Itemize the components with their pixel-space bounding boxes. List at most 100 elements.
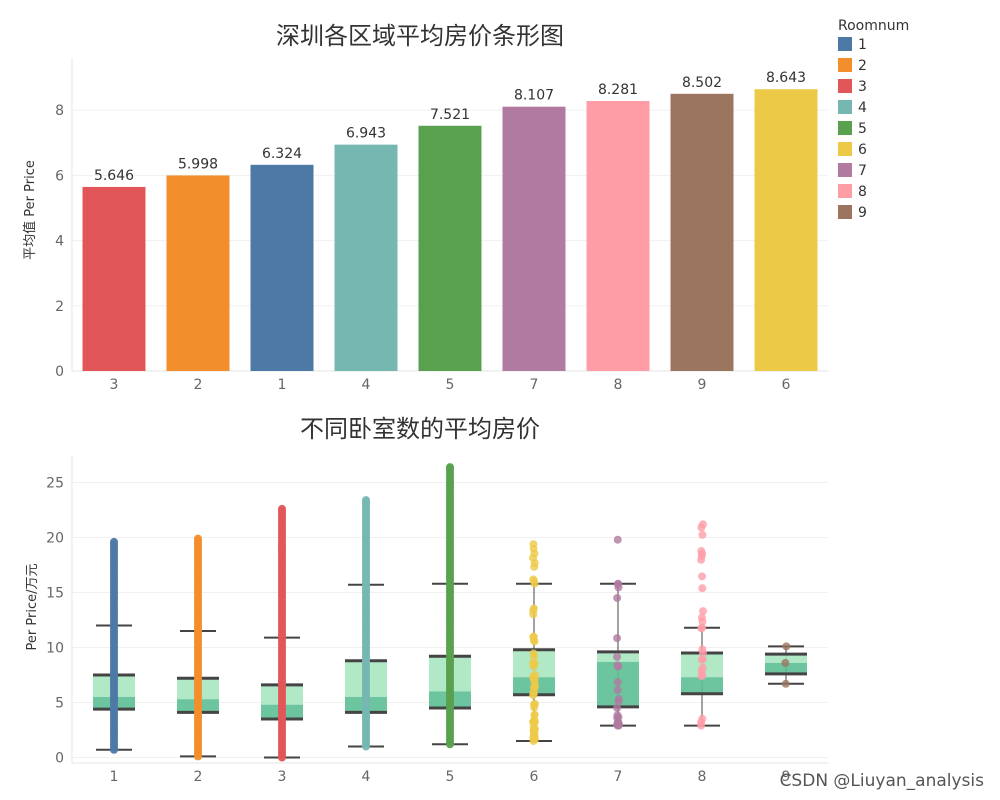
box-point-6 [529, 553, 538, 562]
box-point-7 [613, 686, 622, 695]
box-point-6 [529, 691, 538, 700]
box-point-1 [110, 537, 118, 546]
legend-label-8: 8 [858, 184, 867, 200]
box-point-9 [781, 679, 790, 688]
box-point-9 [781, 658, 790, 667]
box-point-7 [613, 535, 622, 544]
bar-y-tick-label: 4 [55, 234, 64, 250]
box-point-8 [698, 623, 707, 632]
bar-x-tick-label: 7 [530, 377, 539, 393]
legend-label-2: 2 [858, 58, 867, 74]
legend-swatch-2 [838, 58, 852, 72]
box-point-6 [530, 728, 539, 737]
box-point-strip-5 [447, 583, 453, 745]
legend-label-5: 5 [858, 121, 867, 137]
box-point-7 [613, 652, 622, 661]
box-point-strip-1 [111, 625, 117, 750]
legend-label-9: 9 [858, 205, 867, 221]
box-y-tick-label: 0 [55, 751, 64, 767]
legend-swatch-7 [838, 163, 852, 177]
box-lower-9 [765, 662, 807, 674]
box-point-7 [613, 593, 622, 602]
box-point-strip-4 [363, 584, 369, 747]
box-point-8 [697, 721, 706, 730]
box-x-tick-label: 5 [446, 769, 455, 785]
box-point-9 [782, 642, 791, 651]
bar-y-tick-label: 6 [55, 168, 64, 184]
bar-x-tick-label: 8 [614, 377, 623, 393]
box-point-8 [698, 520, 707, 529]
box-y-tick-label: 20 [46, 531, 64, 547]
legend-label-4: 4 [858, 100, 867, 116]
box-point-6 [530, 562, 539, 571]
box-x-tick-label: 6 [530, 769, 539, 785]
box-point-6 [529, 737, 538, 745]
box-x-tick-label: 4 [362, 769, 371, 785]
box-point-8 [698, 607, 707, 616]
box-point-7 [613, 634, 622, 643]
bar-chart-title: 深圳各区域平均房价条形图 [276, 22, 564, 50]
box-x-tick-label: 9 [782, 769, 791, 785]
box-point-6 [530, 719, 539, 728]
bar-x-tick-label: 5 [446, 377, 455, 393]
legend: Roomnum 1 2 3 4 5 6 7 8 9 [838, 18, 909, 221]
legend-swatch-5 [838, 121, 852, 135]
box-point-8 [697, 613, 706, 622]
bar-x-tick-label: 1 [278, 377, 287, 393]
box-point-4 [362, 496, 370, 505]
box-point-6 [529, 540, 538, 549]
box-point-strip-3 [279, 637, 285, 758]
box-lower-8 [681, 677, 723, 694]
box-x-tick-label: 7 [614, 769, 623, 785]
bar-2 [166, 175, 230, 371]
legend-swatch-6 [838, 142, 852, 156]
box-point-8 [698, 645, 707, 654]
legend-label-3: 3 [858, 79, 867, 95]
legend-label-7: 7 [858, 163, 867, 179]
legend-label-6: 6 [858, 142, 867, 158]
box-point-6 [530, 711, 539, 720]
box-x-tick-label: 1 [110, 769, 119, 785]
bar-value-label: 6.943 [346, 126, 386, 142]
box-y-tick-label: 15 [46, 586, 64, 602]
bar-chart: 深圳各区域平均房价条形图 平均值 Per Price 0 2 4 6 8 5.646 3 5… [22, 22, 828, 393]
box-point-7 [614, 662, 623, 671]
box-point-6 [529, 700, 538, 709]
box-point-8 [697, 667, 706, 676]
box-y-tick-label: 10 [46, 641, 64, 657]
bar-x-tick-label: 4 [362, 377, 371, 393]
box-chart-y-axis-label: Per Price/万元 [25, 564, 40, 651]
bar-7 [502, 106, 566, 371]
bar-y-tick-label: 2 [55, 299, 64, 315]
box-plot-chart: 不同卧室数的平均房价 Per Price/万元 0 5 10 15 20 25 1 2 3 4 5… [25, 415, 828, 785]
bar-x-tick-label: 2 [194, 377, 203, 393]
bar-y-tick-label: 8 [55, 103, 64, 119]
box-point-6 [529, 649, 538, 658]
box-x-tick-label: 2 [194, 769, 203, 785]
box-point-8 [697, 655, 706, 664]
box-point-5 [446, 463, 454, 472]
box-point-7 [613, 711, 622, 720]
legend-swatch-8 [838, 184, 852, 198]
box-x-tick-label: 8 [698, 769, 707, 785]
legend-title: Roomnum [838, 18, 909, 34]
bar-value-label: 5.998 [178, 156, 218, 172]
legend-swatch-3 [838, 79, 852, 93]
box-point-7 [613, 678, 622, 687]
legend-swatch-1 [838, 37, 852, 51]
watermark: CSDN @Liuyan_analysis [780, 771, 985, 791]
box-point-8 [697, 555, 706, 564]
bar-8 [586, 101, 650, 372]
bar-chart-y-axis-label: 平均值 Per Price [22, 160, 38, 260]
box-point-3 [278, 504, 286, 513]
box-point-6 [529, 610, 538, 619]
bar-value-label: 5.646 [94, 168, 134, 184]
box-point-6 [530, 579, 539, 588]
bar-value-label: 6.324 [262, 146, 302, 162]
legend-swatch-9 [838, 205, 852, 219]
box-y-tick-label: 25 [46, 476, 64, 492]
box-point-6 [530, 682, 539, 691]
box-point-6 [530, 637, 539, 646]
box-point-8 [698, 584, 707, 593]
